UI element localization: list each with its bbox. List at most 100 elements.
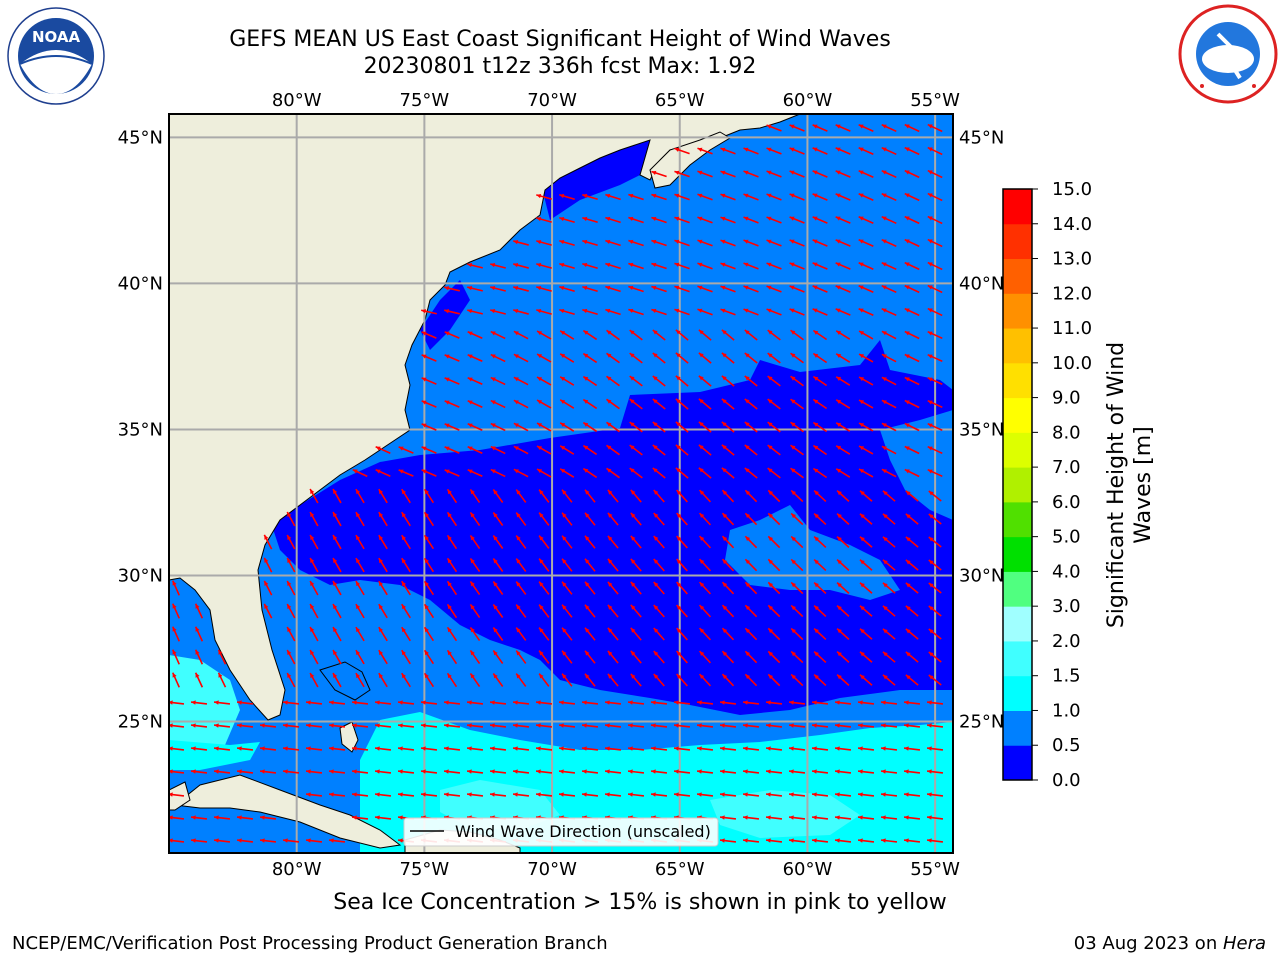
wind-arrow (305, 746, 323, 751)
wind-arrow (858, 193, 874, 201)
wind-arrow (401, 580, 411, 596)
wind-arrow (538, 673, 550, 687)
wind-arrow-head (927, 792, 932, 797)
lon-label-top: 75°W (400, 90, 450, 111)
wind-arrow (489, 700, 507, 705)
wind-arrow (859, 490, 873, 502)
wind-arrow-head (536, 769, 541, 774)
wind-arrow-head (813, 468, 819, 473)
wind-arrow (309, 488, 319, 504)
wind-arrow-head (722, 651, 728, 656)
wind-arrow-head (697, 723, 702, 728)
wind-arrow (858, 285, 874, 293)
wind-arrow-head (310, 557, 315, 563)
wind-arrow (789, 239, 805, 247)
wind-arrow-head (791, 605, 796, 611)
wind-arrow (673, 769, 691, 774)
wind-arrow-head (904, 400, 910, 405)
wind-arrow (880, 792, 898, 797)
wind-arrow-head (720, 170, 726, 175)
wind-arrow-head (287, 649, 292, 655)
wind-arrow (469, 649, 481, 665)
wind-arrow (423, 603, 435, 619)
wind-arrow-head (516, 581, 521, 587)
wind-arrow-head (743, 700, 748, 705)
wind-arrow (443, 746, 461, 751)
wind-arrow-head (766, 285, 772, 290)
wind-arrow (721, 535, 735, 549)
wind-arrow (905, 605, 919, 617)
wind-arrow (721, 421, 735, 433)
wind-arrow-head (858, 746, 863, 751)
wind-arrow-head (697, 308, 703, 313)
wind-arrow (332, 534, 342, 550)
wind-arrow-head (928, 628, 934, 634)
wind-arrow-head (768, 559, 774, 565)
wind-arrow (466, 769, 484, 774)
wind-arrow-head (398, 769, 403, 774)
wind-arrow (744, 489, 758, 503)
wind-arrow-head (859, 469, 865, 474)
wind-arrow-head (720, 815, 725, 820)
wind-arrow-head (674, 262, 680, 267)
wind-arrow (881, 284, 897, 294)
wind-arrow-head (814, 628, 819, 634)
wind-arrow (559, 193, 575, 200)
wind-arrow-head (928, 536, 934, 542)
wind-arrow-head (630, 512, 636, 518)
wind-arrow (858, 376, 874, 386)
wind-arrow-head (582, 193, 588, 199)
wind-arrow (630, 535, 642, 549)
wind-arrow-head (882, 628, 888, 634)
wind-arrow-head (306, 746, 311, 751)
wind-arrow (744, 535, 758, 549)
wind-arrow-head (745, 582, 751, 588)
wind-arrow-head (607, 604, 613, 610)
wind-arrow (444, 377, 460, 385)
wind-arrow (765, 792, 783, 797)
wind-arrow-head (927, 377, 933, 382)
wind-arrow-head (352, 746, 357, 751)
wind-arrow-head (789, 723, 794, 728)
wind-arrow (282, 700, 300, 705)
wind-arrow (927, 169, 943, 179)
wind-arrow (881, 445, 897, 455)
wind-arrow (766, 170, 782, 178)
wind-arrow (812, 262, 828, 270)
wind-arrow (813, 650, 827, 664)
wind-arrow (559, 285, 575, 292)
colorbar-tick-label: 0.0 (1052, 770, 1081, 791)
wind-arrow-head (444, 423, 450, 428)
wind-arrow (420, 792, 438, 797)
wind-arrow-head (789, 792, 794, 797)
wind-arrow (904, 146, 920, 156)
wind-arrow-head (720, 769, 725, 774)
wind-arrow (629, 421, 643, 433)
wind-arrow-head (927, 400, 933, 405)
wind-arrow-head (881, 285, 887, 290)
wind-arrow (904, 445, 920, 455)
wind-arrow-head (630, 558, 636, 564)
wind-arrow-head (790, 330, 796, 335)
wind-arrow (423, 626, 435, 642)
wind-arrow (697, 285, 713, 293)
wind-arrow-head (310, 580, 315, 586)
wind-arrow (790, 558, 804, 572)
wind-arrow-head (562, 604, 567, 610)
wind-arrow (904, 376, 920, 386)
wind-arrow-head (283, 700, 288, 705)
wind-arrow-head (676, 628, 682, 633)
wind-arrow-head (698, 329, 704, 335)
wind-arrow (882, 536, 896, 548)
wind-arrow-head (835, 193, 841, 198)
wind-arrow (630, 627, 642, 641)
wind-arrow-head (447, 512, 452, 518)
wind-arrow-head (490, 746, 495, 751)
wind-arrow-head (905, 490, 911, 496)
wind-arrow (742, 700, 760, 705)
wind-arrow-head (698, 398, 704, 404)
wind-arrow (490, 376, 506, 386)
wind-arrow (581, 723, 599, 728)
wind-arrow-head (904, 723, 909, 728)
wind-arrow-head (651, 308, 657, 313)
